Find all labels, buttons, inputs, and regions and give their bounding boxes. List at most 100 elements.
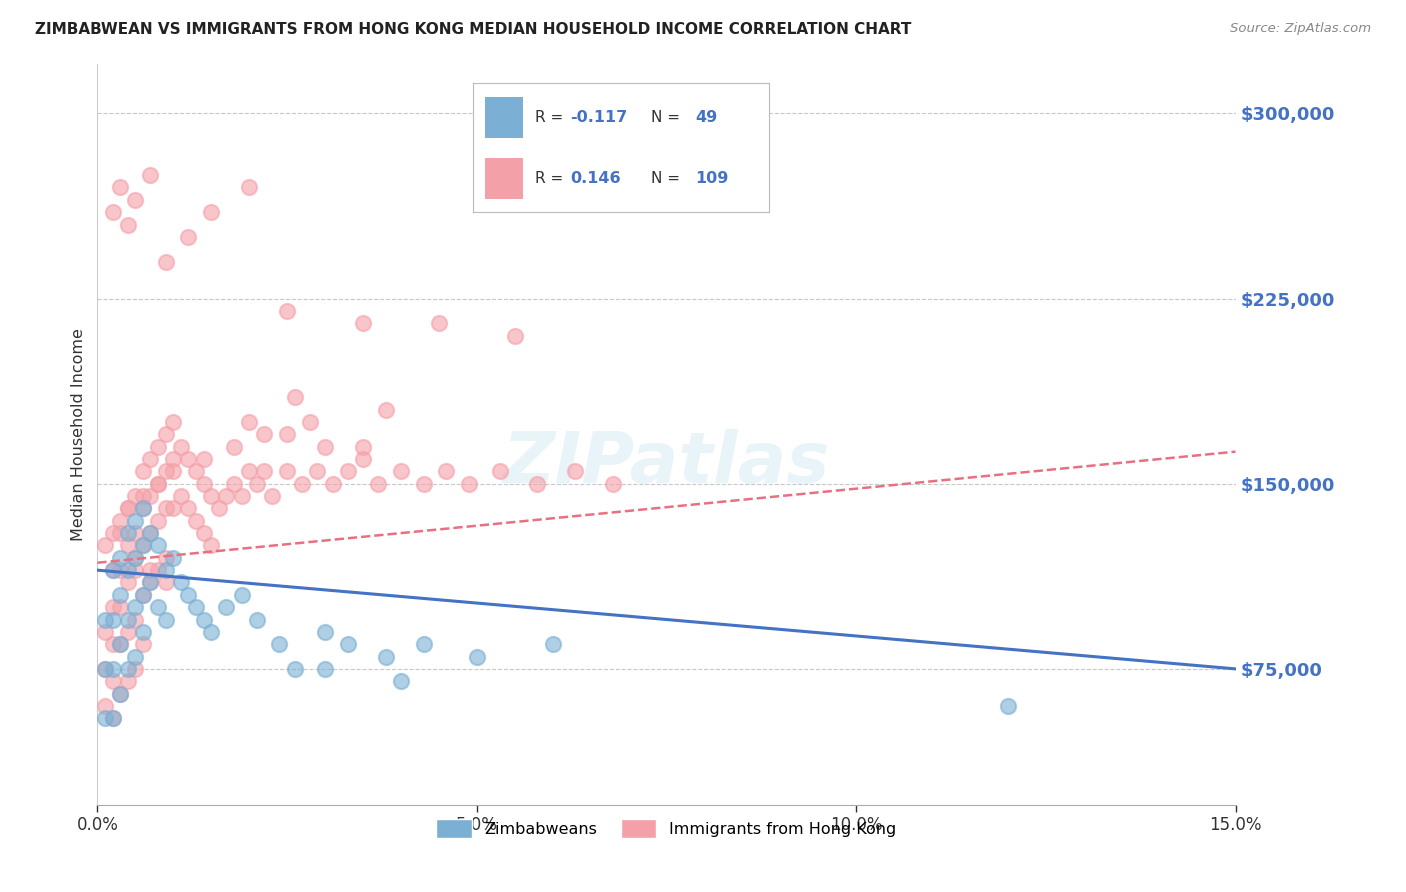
Point	[458, 476, 481, 491]
Point	[124, 662, 146, 676]
Point	[434, 464, 457, 478]
Point	[222, 440, 245, 454]
Point	[94, 698, 117, 713]
Point	[117, 575, 139, 590]
Point	[101, 613, 124, 627]
Point	[101, 205, 124, 219]
Point	[146, 476, 169, 491]
Point	[177, 588, 200, 602]
Text: ZIMBABWEAN VS IMMIGRANTS FROM HONG KONG MEDIAN HOUSEHOLD INCOME CORRELATION CHAR: ZIMBABWEAN VS IMMIGRANTS FROM HONG KONG …	[35, 22, 911, 37]
Point	[503, 328, 526, 343]
Point	[246, 476, 269, 491]
Text: ZIPatlas: ZIPatlas	[503, 429, 830, 499]
Point	[307, 464, 329, 478]
Point	[336, 637, 359, 651]
Point	[94, 538, 117, 552]
Point	[222, 476, 245, 491]
Point	[139, 489, 162, 503]
Point	[108, 514, 131, 528]
Point	[352, 440, 374, 454]
Point	[291, 476, 314, 491]
Point	[184, 600, 207, 615]
Point	[170, 440, 193, 454]
Point	[170, 575, 193, 590]
Point	[177, 501, 200, 516]
Point	[276, 304, 298, 318]
Point	[108, 637, 131, 651]
Point	[146, 440, 169, 454]
Point	[155, 427, 177, 442]
Point	[200, 624, 222, 639]
Point	[155, 501, 177, 516]
Point	[177, 452, 200, 467]
Point	[155, 575, 177, 590]
Point	[352, 316, 374, 330]
Point	[108, 687, 131, 701]
Point	[101, 600, 124, 615]
Point	[253, 464, 276, 478]
Point	[146, 600, 169, 615]
Point	[124, 563, 146, 577]
Point	[108, 526, 131, 541]
Point	[412, 476, 434, 491]
Point	[155, 464, 177, 478]
Point	[94, 662, 117, 676]
Text: Source: ZipAtlas.com: Source: ZipAtlas.com	[1230, 22, 1371, 36]
Point	[314, 624, 336, 639]
Point	[465, 649, 488, 664]
Point	[314, 662, 336, 676]
Point	[284, 662, 307, 676]
Point	[108, 588, 131, 602]
Point	[132, 588, 155, 602]
Point	[238, 180, 260, 194]
Point	[215, 489, 238, 503]
Point	[139, 168, 162, 182]
Point	[94, 711, 117, 725]
Point	[246, 613, 269, 627]
Point	[117, 674, 139, 689]
Point	[101, 526, 124, 541]
Point	[146, 514, 169, 528]
Point	[94, 624, 117, 639]
Point	[184, 464, 207, 478]
Point	[139, 526, 162, 541]
Point	[132, 624, 155, 639]
Point	[155, 550, 177, 565]
Point	[374, 402, 396, 417]
Point	[155, 613, 177, 627]
Point	[132, 464, 155, 478]
Point	[193, 526, 215, 541]
Point	[117, 662, 139, 676]
Point	[117, 538, 139, 552]
Point	[162, 501, 184, 516]
Point	[193, 452, 215, 467]
Point	[117, 526, 139, 541]
Point	[162, 550, 184, 565]
Point	[146, 538, 169, 552]
Point	[184, 514, 207, 528]
Point	[238, 415, 260, 429]
Point	[374, 649, 396, 664]
Point	[139, 452, 162, 467]
Point	[139, 575, 162, 590]
Point	[215, 600, 238, 615]
Point	[276, 427, 298, 442]
Point	[276, 464, 298, 478]
Point	[139, 575, 162, 590]
Point	[253, 427, 276, 442]
Point	[231, 588, 253, 602]
Point	[108, 600, 131, 615]
Point	[155, 563, 177, 577]
Point	[170, 489, 193, 503]
Point	[541, 637, 564, 651]
Point	[997, 698, 1019, 713]
Point	[117, 624, 139, 639]
Point	[94, 662, 117, 676]
Point	[117, 613, 139, 627]
Point	[124, 550, 146, 565]
Point	[101, 637, 124, 651]
Point	[117, 501, 139, 516]
Point	[336, 464, 359, 478]
Point	[162, 452, 184, 467]
Point	[124, 613, 146, 627]
